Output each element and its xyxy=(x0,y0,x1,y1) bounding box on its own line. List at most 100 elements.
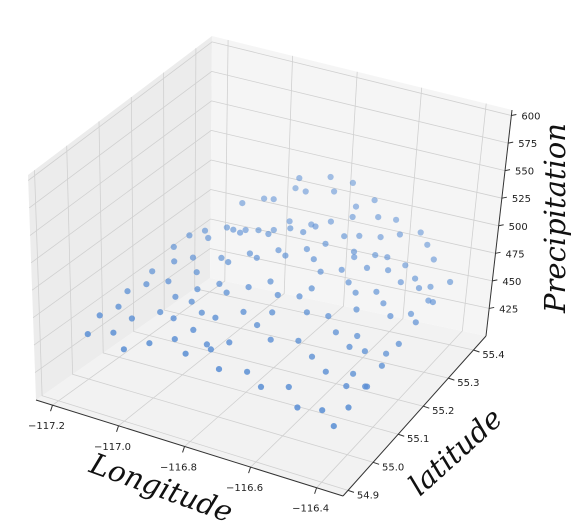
data-point xyxy=(352,289,359,296)
data-point xyxy=(265,230,272,238)
data-point xyxy=(427,283,434,290)
z-grid-line xyxy=(33,218,493,346)
x-tick-label: −116.8 xyxy=(160,462,197,473)
axis-panes xyxy=(28,36,512,496)
data-point xyxy=(165,278,172,285)
z-axis-line xyxy=(485,109,513,337)
data-point xyxy=(274,291,281,299)
data-point xyxy=(351,254,358,261)
data-point xyxy=(387,313,394,320)
data-point xyxy=(345,279,352,286)
y-tick-mark xyxy=(473,349,480,353)
left-wall-pane xyxy=(28,36,212,400)
data-point xyxy=(383,350,390,357)
data-point xyxy=(424,241,431,248)
y-grid-line xyxy=(130,96,424,407)
y-tick-mark xyxy=(398,433,405,437)
z-tick-label: 550 xyxy=(515,167,534,178)
data-point xyxy=(353,306,360,313)
data-point xyxy=(171,336,178,343)
y-tick-label: 54.9 xyxy=(357,490,379,501)
data-point xyxy=(429,299,436,306)
data-point xyxy=(308,285,315,292)
data-point xyxy=(384,254,391,261)
data-point xyxy=(246,250,253,257)
z-grid-line xyxy=(30,129,502,264)
data-point xyxy=(354,332,361,340)
data-point xyxy=(325,313,332,320)
z-tick-mark xyxy=(495,251,501,254)
data-point xyxy=(322,368,329,375)
data-point xyxy=(110,329,117,336)
data-point xyxy=(375,214,382,221)
data-point xyxy=(395,340,402,347)
data-point xyxy=(430,256,437,263)
data-point xyxy=(373,288,380,295)
data-point xyxy=(327,173,334,181)
data-point xyxy=(146,340,153,347)
data-point xyxy=(303,246,310,253)
x-tick-mark xyxy=(314,487,318,494)
y-axis-title: latitude xyxy=(402,401,509,502)
data-point xyxy=(186,232,193,239)
x-tick-label: −116.6 xyxy=(226,483,263,494)
data-point xyxy=(303,309,310,316)
data-point xyxy=(296,293,303,300)
z-grid-line xyxy=(27,41,512,181)
data-point xyxy=(393,216,400,223)
data-point xyxy=(345,404,352,411)
data-point xyxy=(205,234,212,242)
data-point xyxy=(120,346,127,353)
z-tick-label: 425 xyxy=(499,304,518,315)
data-point xyxy=(350,370,357,377)
data-point xyxy=(285,383,292,391)
data-point xyxy=(267,336,274,343)
z-grid-line xyxy=(34,248,490,373)
z-tick-label: 475 xyxy=(506,249,525,260)
data-point xyxy=(84,331,91,338)
data-point xyxy=(378,362,385,369)
x-tick-mark xyxy=(50,405,53,412)
data-point xyxy=(275,247,282,254)
data-point xyxy=(292,185,299,192)
data-point xyxy=(330,423,337,430)
data-point xyxy=(397,279,404,286)
data-point xyxy=(143,281,150,288)
y-tick-label: 55.0 xyxy=(382,462,404,473)
data-point xyxy=(362,383,369,390)
data-point xyxy=(327,218,334,225)
y-tick-mark xyxy=(347,489,355,493)
data-point xyxy=(417,229,424,236)
data-point xyxy=(356,232,363,239)
data-point xyxy=(223,224,230,231)
y-grid-line xyxy=(163,72,449,379)
data-point xyxy=(225,259,232,266)
data-point xyxy=(361,348,368,355)
data-point xyxy=(302,188,309,195)
z-axis-title: Precipitation xyxy=(538,123,571,314)
x-tick-label: −117.0 xyxy=(94,442,131,453)
data-point xyxy=(255,227,262,234)
data-point xyxy=(343,383,350,390)
tick-labels: −117.2 −117.0 −116.8 −116.6 −116.4 54.9 55.0 55… xyxy=(28,112,540,515)
y-tick-mark xyxy=(423,405,430,409)
z-grid-line xyxy=(28,70,509,209)
z-tick-label: 525 xyxy=(512,194,531,205)
data-point xyxy=(230,226,237,233)
data-point xyxy=(269,309,276,316)
data-point xyxy=(346,343,353,350)
data-point xyxy=(377,234,384,241)
data-point xyxy=(349,179,356,186)
y-tick-mark xyxy=(448,377,455,381)
x-tick-label: −116.4 xyxy=(292,504,329,515)
x-grid-line xyxy=(184,71,358,447)
data-point xyxy=(244,368,251,375)
data-point xyxy=(194,286,201,293)
data-point xyxy=(447,278,454,286)
data-point xyxy=(412,275,419,282)
z-tick-label: 450 xyxy=(502,277,521,288)
data-point xyxy=(371,197,378,204)
z-tick-mark xyxy=(501,196,507,199)
z-tick-mark xyxy=(492,279,498,282)
